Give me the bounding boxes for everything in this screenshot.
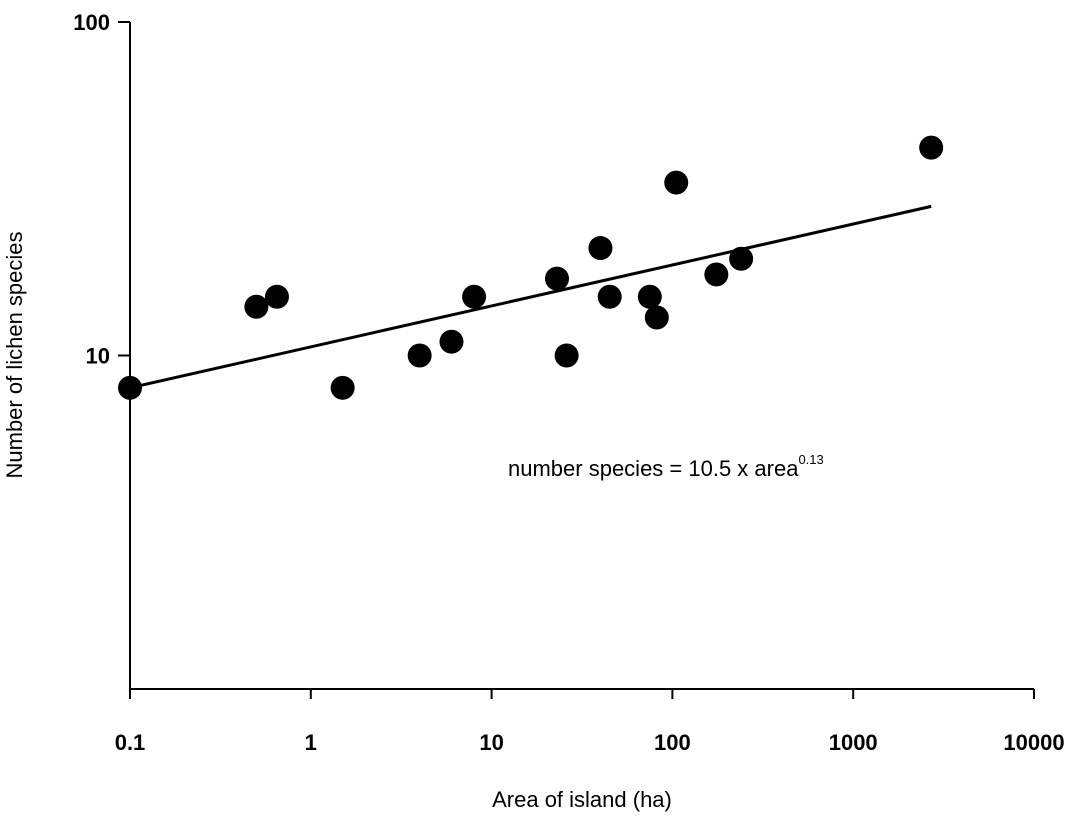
data-point: [407, 343, 432, 368]
data-point: [545, 266, 570, 291]
data-point: [729, 246, 754, 271]
y-tick-label: 10: [86, 344, 110, 369]
y-ticks: 10 100: [73, 10, 130, 369]
data-point: [704, 262, 729, 287]
data-point: [264, 284, 289, 309]
fit-line: [129, 204, 932, 390]
data-point: [644, 305, 669, 330]
y-axis-title: Number of lichen species: [2, 231, 27, 478]
data-point: [554, 343, 579, 368]
x-tick-label: 10: [479, 730, 503, 755]
data-points: [118, 135, 944, 400]
x-tick-label: 1: [305, 730, 317, 755]
data-point: [637, 284, 662, 309]
x-tick-label: 100: [654, 730, 691, 755]
x-axis-title: Area of island (ha): [492, 787, 672, 812]
data-point: [597, 284, 622, 309]
x-tick-label: 1000: [829, 730, 878, 755]
equation-annotation: number species = 10.5 x area0.13: [508, 452, 824, 481]
data-point: [462, 284, 487, 309]
data-point: [919, 135, 944, 160]
data-point: [244, 294, 269, 319]
y-tick-label: 100: [73, 10, 110, 35]
equation-exponent: 0.13: [798, 452, 823, 467]
x-tick-label: 0.1: [115, 730, 146, 755]
data-point: [588, 236, 613, 261]
equation-text: number species = 10.5 x area: [508, 456, 799, 481]
data-point: [439, 329, 464, 354]
axes: [129, 22, 1034, 690]
data-point: [330, 375, 355, 400]
data-point: [118, 375, 142, 400]
x-tick-label: 10000: [1003, 730, 1064, 755]
data-point: [664, 170, 689, 195]
x-ticks: 0.1 1 10 100 1000 10000: [115, 689, 1065, 755]
